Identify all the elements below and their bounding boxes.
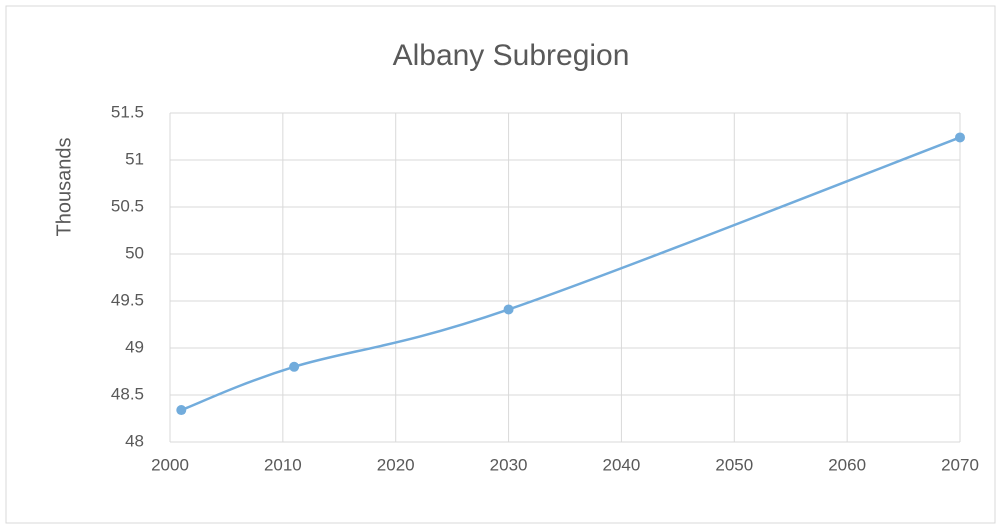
y-tick-label: 48.5 [111, 384, 144, 403]
chart-title: Albany Subregion [393, 39, 630, 72]
y-tick-label: 49 [125, 337, 144, 356]
chart-border [5, 5, 996, 524]
y-tick-label: 48 [125, 431, 144, 450]
y-axis-label: Thousands [53, 138, 75, 237]
data-point [503, 304, 514, 315]
x-tick-label: 2020 [377, 455, 415, 474]
data-point [176, 405, 187, 416]
y-tick-label: 51.5 [111, 102, 144, 121]
x-tick-label: 2000 [151, 455, 189, 474]
y-tick-label: 49.5 [111, 290, 144, 309]
y-tick-label: 51 [125, 149, 144, 168]
y-tick-label: 50.5 [111, 196, 144, 215]
x-tick-label: 2030 [490, 455, 528, 474]
x-tick-label: 2040 [603, 455, 641, 474]
data-line [180, 136, 961, 412]
x-tick-label: 2060 [828, 455, 866, 474]
y-tick-label: 50 [125, 243, 144, 262]
x-tick-label: 2050 [715, 455, 753, 474]
x-tick-label: 2010 [264, 455, 302, 474]
data-point [955, 132, 965, 143]
data-point [289, 361, 300, 372]
x-tick-label: 2070 [941, 455, 979, 474]
